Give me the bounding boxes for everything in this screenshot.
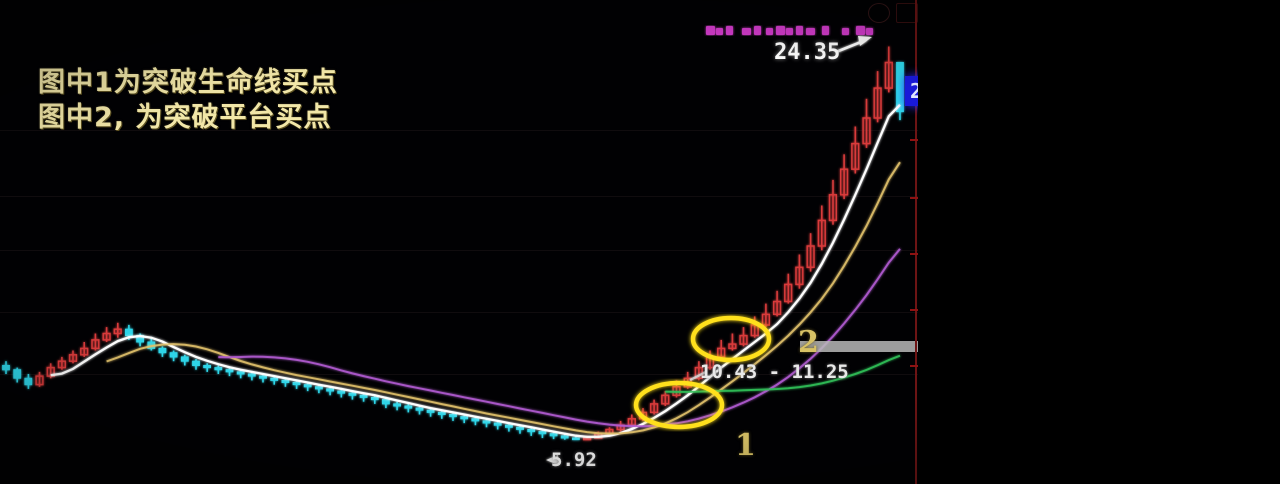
grid-icon[interactable] <box>896 3 918 23</box>
candlestick-chart-area[interactable]: 图中1为突破生命线买点 图中2, 为突破平台买点 24.35 10.43 - 1… <box>0 0 918 484</box>
gridline <box>0 374 918 375</box>
gridline <box>0 196 918 197</box>
level2-quote-panel[interactable]: 300071 华谊 委比 -22.34% 委差 卖五 20.45 卖四 20.4… <box>918 0 1280 484</box>
chart-canvas <box>2 26 904 465</box>
gridline <box>0 312 918 313</box>
gridline <box>0 130 918 131</box>
gear-icon[interactable] <box>868 3 890 23</box>
gridline <box>0 250 918 251</box>
platform-resistance-band <box>800 341 918 352</box>
chart-toolbar[interactable] <box>868 3 918 23</box>
